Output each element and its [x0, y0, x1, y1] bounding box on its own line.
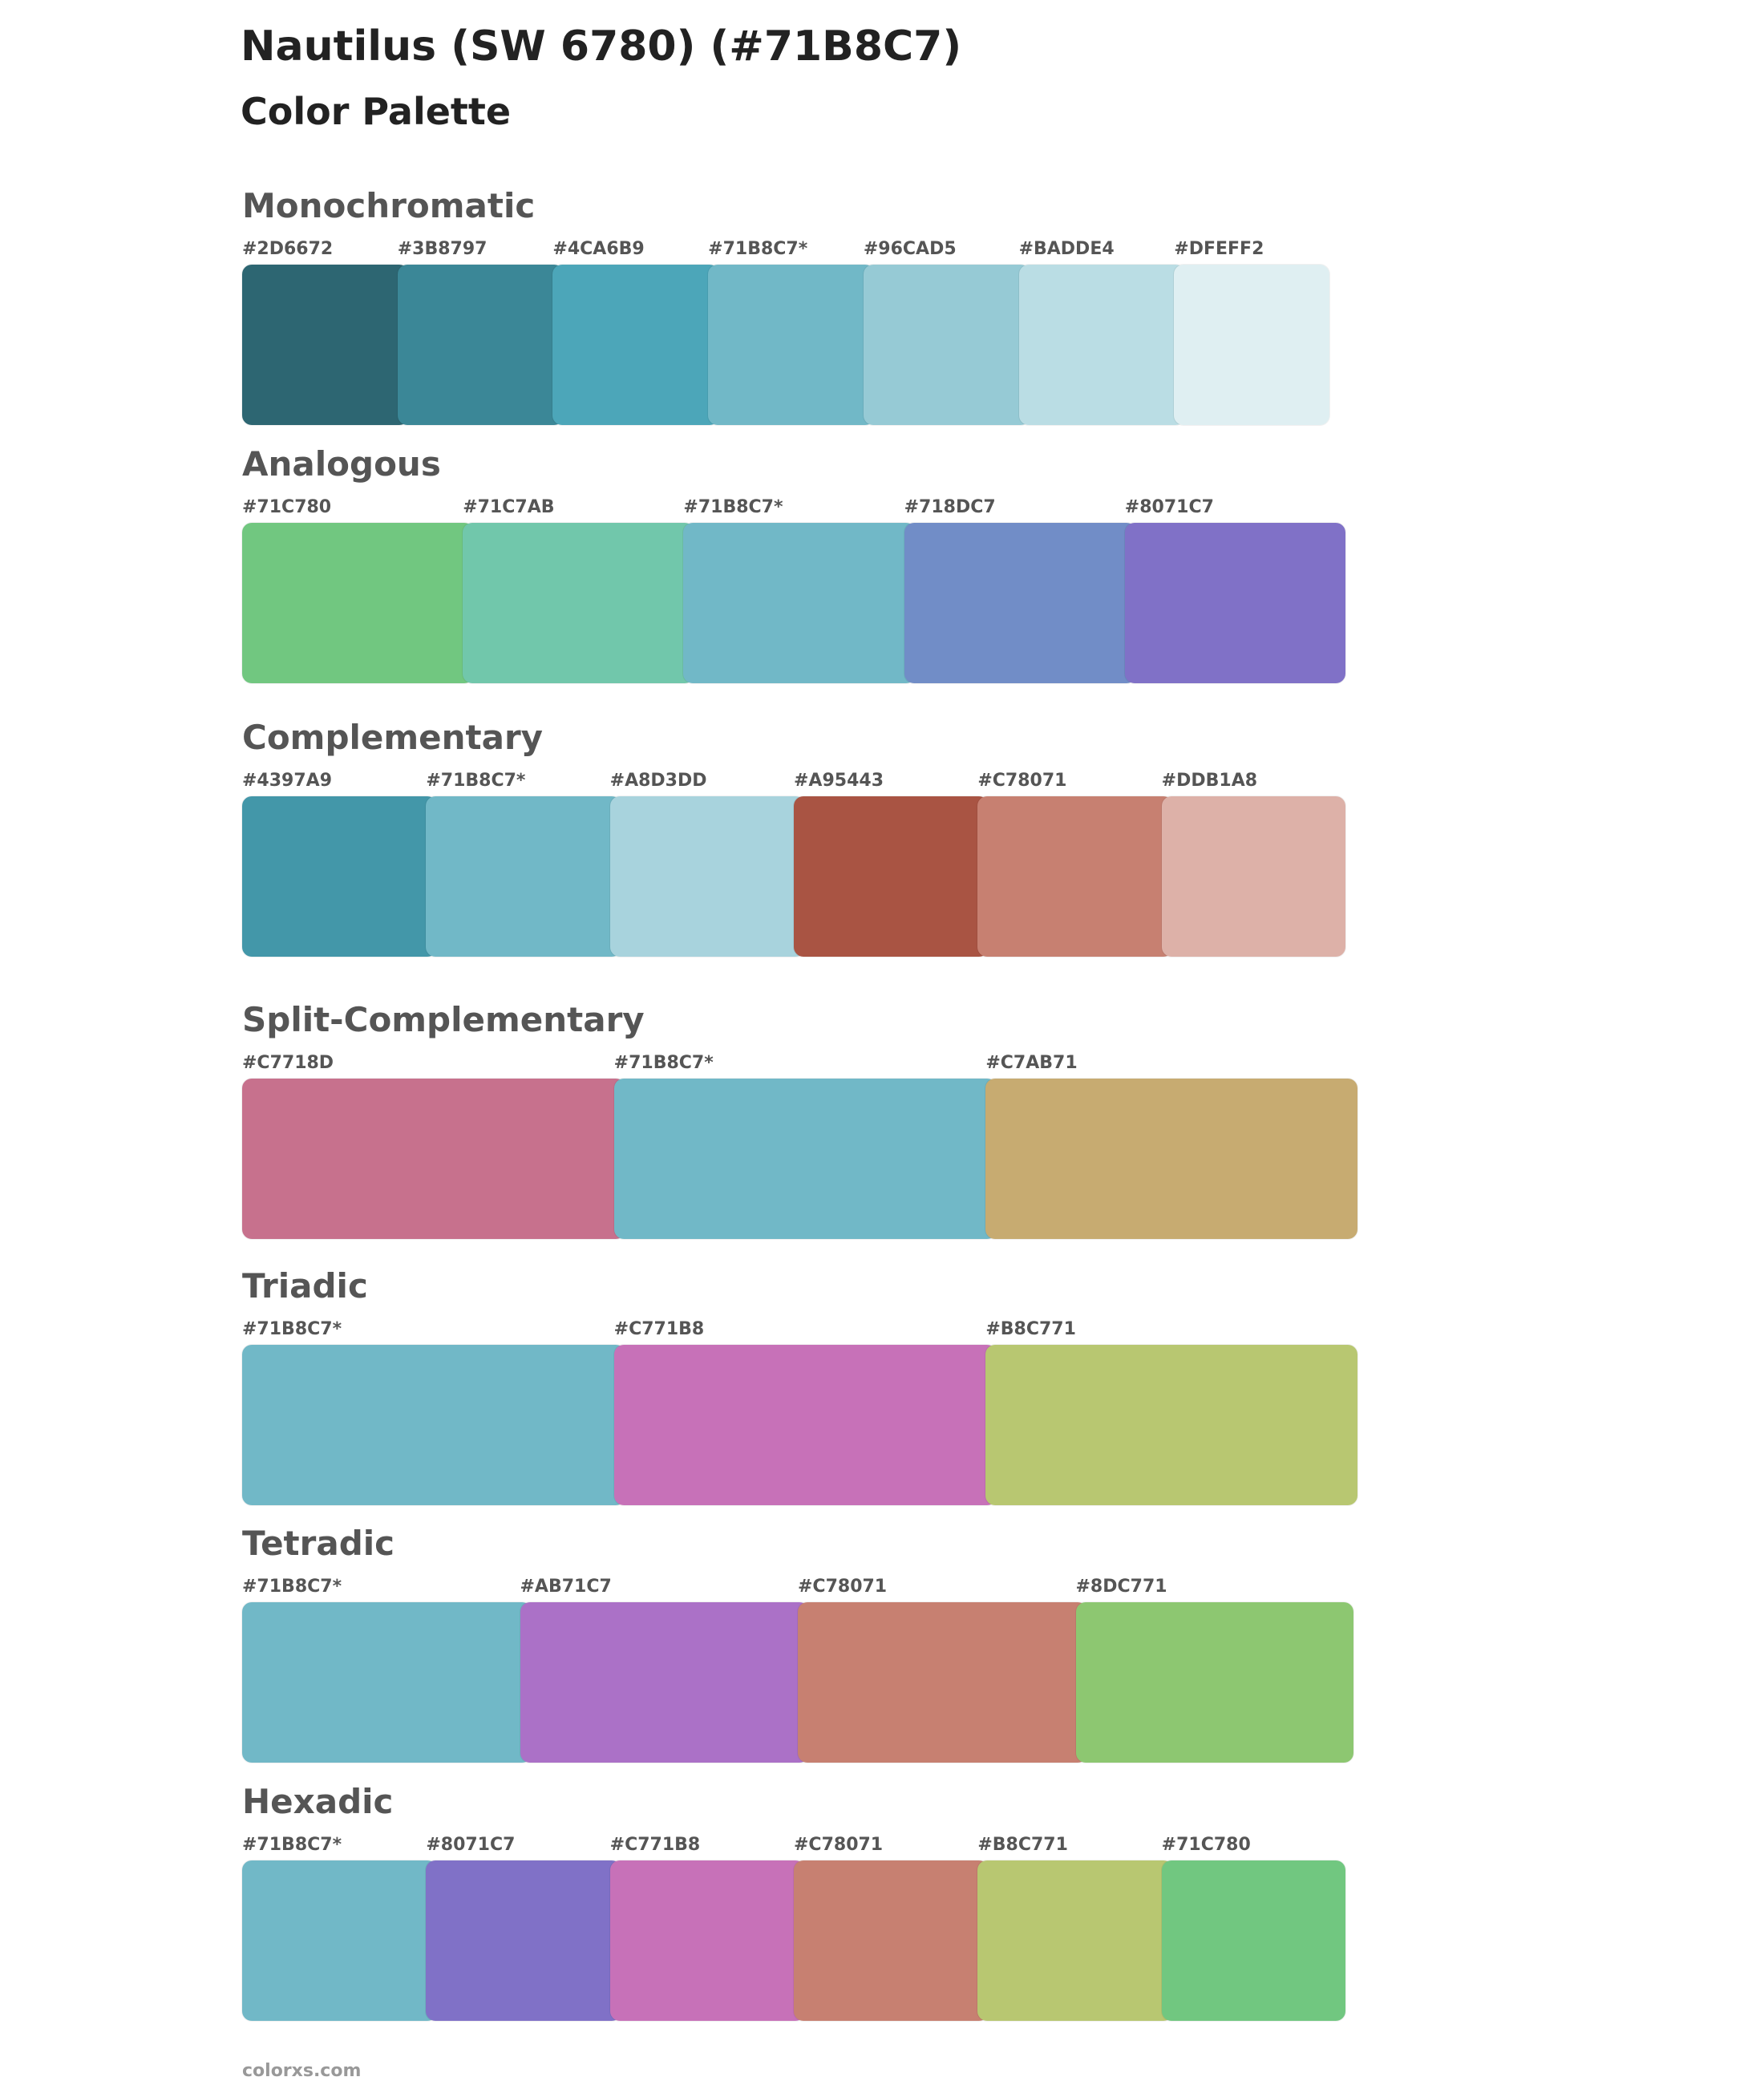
page-subtitle: Color Palette	[241, 90, 512, 133]
footer-link[interactable]: colorxs.com	[242, 2061, 362, 2081]
section-heading: Tetradic	[242, 1524, 395, 1563]
color-swatch	[794, 1860, 989, 2021]
swatch-label: #DDB1A8	[1161, 771, 1258, 791]
color-swatch	[1124, 523, 1345, 683]
swatch-label: #C771B8	[613, 1319, 705, 1339]
swatch-label: #C7AB71	[985, 1053, 1078, 1073]
swatch-label: #71C780	[1161, 1835, 1251, 1855]
section-heading: Triadic	[242, 1266, 368, 1306]
color-swatch	[1174, 265, 1329, 425]
swatch-label: #8071C7	[426, 1835, 516, 1855]
swatch-label: #71B8C7*	[708, 239, 808, 259]
swatch-label: #71B8C7*	[426, 771, 526, 791]
color-swatch	[904, 523, 1136, 683]
swatch-label: #C78071	[798, 1577, 888, 1597]
color-swatch	[1161, 1860, 1345, 2021]
swatch-label: #DFEFF2	[1174, 239, 1264, 259]
color-swatch	[426, 1860, 621, 2021]
color-swatch	[985, 1079, 1357, 1239]
color-swatch	[520, 1602, 809, 1763]
page-title: Nautilus (SW 6780) (#71B8C7)	[241, 22, 962, 71]
swatch-label: #C7718D	[242, 1053, 334, 1073]
swatch-label: #71C780	[242, 497, 332, 517]
color-swatch	[977, 1860, 1173, 2021]
swatch-label: #AB71C7	[520, 1577, 612, 1597]
color-swatch	[397, 265, 564, 425]
swatch-label: #B8C771	[977, 1835, 1068, 1855]
swatch-label: #B8C771	[985, 1319, 1076, 1339]
swatch-label: #71B8C7*	[613, 1053, 714, 1073]
swatch-label: #71B8C7*	[242, 1319, 342, 1339]
swatch-label: #71B8C7*	[242, 1835, 342, 1855]
color-swatch	[683, 523, 916, 683]
section-heading: Hexadic	[242, 1782, 394, 1821]
swatch-label: #4CA6B9	[552, 239, 645, 259]
color-swatch	[242, 523, 475, 683]
section-heading: Analogous	[242, 444, 441, 484]
color-swatch	[863, 265, 1030, 425]
swatch-label: #96CAD5	[863, 239, 957, 259]
color-swatch	[613, 1345, 997, 1505]
color-swatch	[798, 1602, 1087, 1763]
color-swatch	[463, 523, 695, 683]
swatch-label: #71C7AB	[463, 497, 555, 517]
color-swatch	[609, 1860, 805, 2021]
swatch-label: #C78071	[977, 771, 1067, 791]
swatch-label: #4397A9	[242, 771, 332, 791]
color-swatch	[242, 265, 409, 425]
swatch-label: #C78071	[794, 1835, 884, 1855]
swatch-label: #8071C7	[1124, 497, 1214, 517]
swatch-label: #718DC7	[904, 497, 996, 517]
swatch-label: #A95443	[794, 771, 884, 791]
color-swatch	[1161, 796, 1345, 957]
color-swatch	[242, 1079, 625, 1239]
color-swatch	[242, 1345, 625, 1505]
section-heading: Split-Complementary	[242, 1000, 645, 1039]
color-swatch	[242, 796, 438, 957]
swatch-label: #3B8797	[397, 239, 488, 259]
swatch-label: #2D6672	[242, 239, 334, 259]
section-heading: Monochromatic	[242, 186, 536, 225]
swatch-label: #71B8C7*	[683, 497, 783, 517]
color-swatch	[708, 265, 875, 425]
swatch-label: #71B8C7*	[242, 1577, 342, 1597]
color-swatch	[794, 796, 989, 957]
color-swatch	[1075, 1602, 1353, 1763]
color-swatch	[977, 796, 1173, 957]
swatch-label: #A8D3DD	[609, 771, 707, 791]
swatch-label: #C771B8	[609, 1835, 701, 1855]
color-swatch	[242, 1860, 438, 2021]
color-swatch	[613, 1079, 997, 1239]
swatch-label: #BADDE4	[1018, 239, 1115, 259]
section-heading: Complementary	[242, 718, 544, 757]
swatch-label: #8DC771	[1075, 1577, 1167, 1597]
color-swatch	[985, 1345, 1357, 1505]
color-swatch	[1018, 265, 1186, 425]
color-swatch	[242, 1602, 532, 1763]
color-swatch	[426, 796, 621, 957]
color-swatch	[552, 265, 720, 425]
color-swatch	[609, 796, 805, 957]
